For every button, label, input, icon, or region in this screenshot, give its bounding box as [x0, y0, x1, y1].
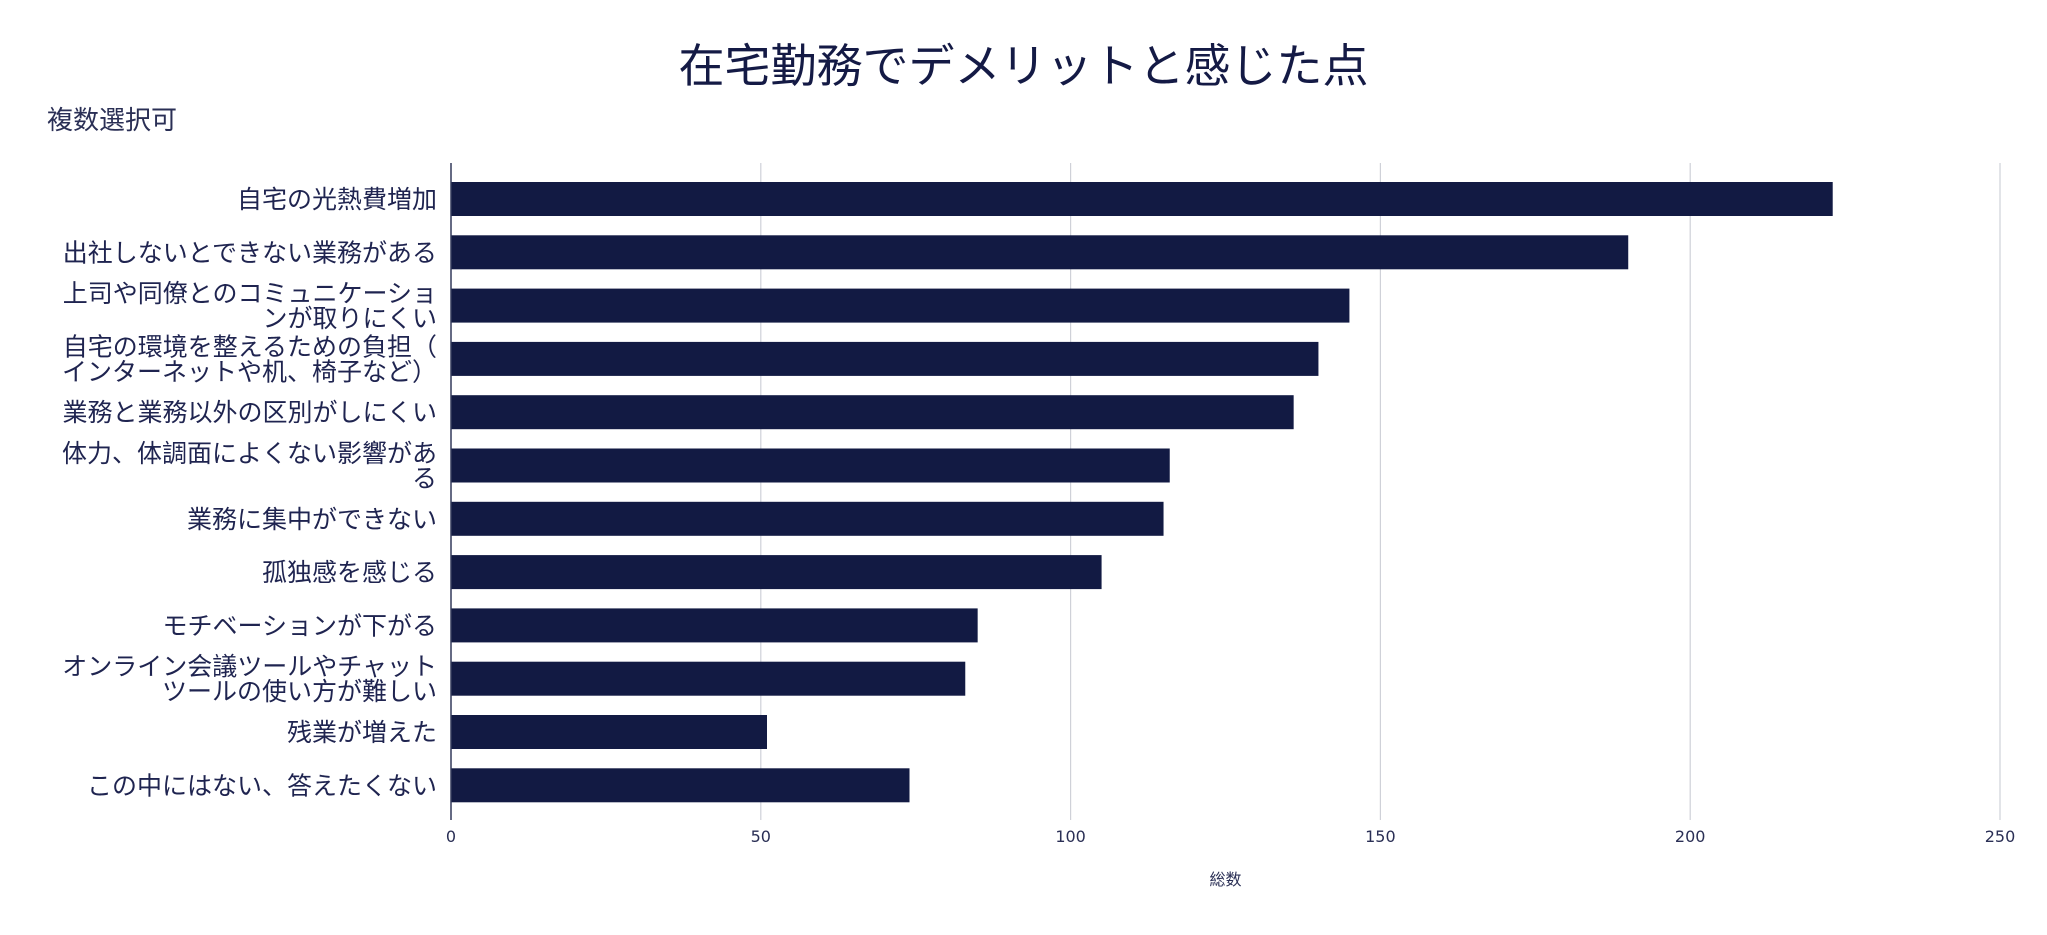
bar — [451, 768, 910, 803]
x-tick-label: 100 — [1055, 827, 1086, 846]
x-axis-ticks: 0 50 100 150 200 250 — [446, 827, 2015, 846]
category-label: 自宅の環境を整えるための負担（インターネットや机、椅子など） — [62, 332, 437, 386]
category-label: 孤独感を感じる — [262, 558, 437, 587]
chart-subtitle: 複数選択可 — [47, 106, 178, 136]
x-tick-label: 250 — [1985, 827, 2016, 846]
category-label: 上司や同僚とのコミュニケーションが取りにくい — [63, 279, 437, 333]
x-tick-label: 200 — [1675, 827, 1706, 846]
bar — [451, 608, 978, 643]
bar — [451, 341, 1319, 376]
bar — [451, 555, 1102, 590]
x-tick-label: 50 — [751, 827, 771, 846]
bar — [451, 288, 1350, 323]
category-label: モチベーションが下がる — [162, 611, 437, 640]
bar — [451, 715, 767, 749]
bar — [451, 235, 1629, 270]
category-label: 残業が増えた — [287, 718, 437, 747]
bar — [451, 182, 1833, 216]
grid-lines — [760, 163, 2001, 820]
category-label: オンライン会議ツールやチャットツールの使い方が難しい — [62, 652, 437, 706]
category-label: 業務と業務以外の区別がしにくい — [62, 398, 437, 427]
category-label: 出社しないとできない業務がある — [63, 238, 437, 267]
x-axis-title: 総数 — [1209, 870, 1241, 889]
category-labels: 自宅の光熱費増加出社しないとできない業務がある上司や同僚とのコミュニケーションが… — [62, 185, 437, 800]
x-tick-label: 0 — [446, 827, 456, 846]
category-label: 体力、体調面によくない影響がある — [62, 439, 437, 493]
category-label: この中にはない、答えたくない — [87, 771, 437, 800]
bar — [451, 448, 1170, 483]
bars — [451, 182, 1833, 803]
category-label: 業務に集中ができない — [187, 505, 437, 534]
bar — [451, 395, 1294, 430]
bar — [451, 501, 1164, 536]
bar — [451, 661, 966, 696]
x-tick-label: 150 — [1365, 827, 1396, 846]
category-label: 自宅の光熱費増加 — [237, 185, 437, 214]
chart-title: 在宅勤務でデメリットと感じた点 — [678, 39, 1369, 93]
